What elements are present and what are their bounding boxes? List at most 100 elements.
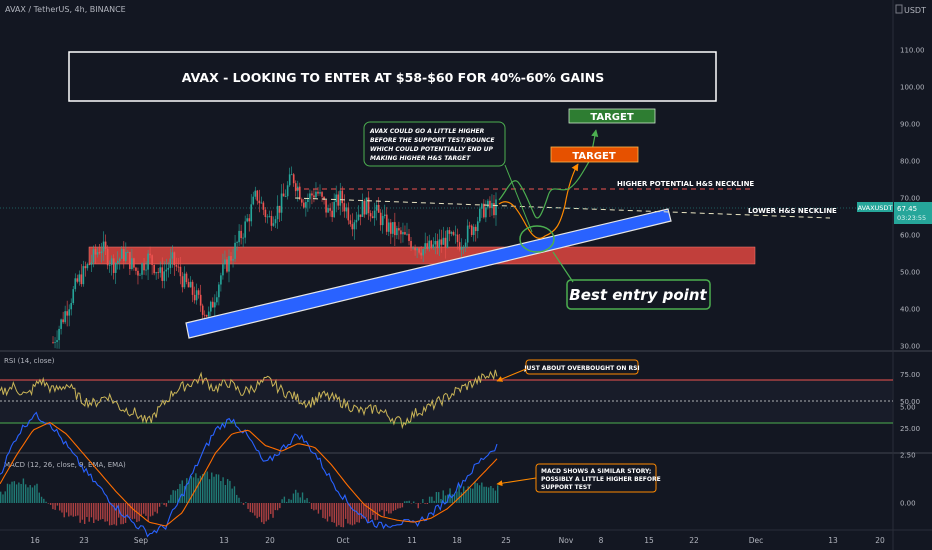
candle[interactable] bbox=[392, 222, 394, 234]
candle[interactable] bbox=[209, 301, 212, 312]
rsi-line[interactable] bbox=[0, 369, 498, 430]
candle[interactable] bbox=[254, 190, 257, 197]
candle[interactable] bbox=[472, 226, 475, 235]
candle[interactable] bbox=[307, 199, 309, 203]
candle[interactable] bbox=[246, 218, 249, 222]
candle[interactable] bbox=[161, 267, 164, 281]
candle[interactable] bbox=[250, 204, 253, 222]
rsi-note-box[interactable] bbox=[525, 359, 639, 375]
candle[interactable] bbox=[470, 225, 473, 235]
rsi-axis[interactable]: 75.00 50.00 25.00 bbox=[900, 371, 920, 433]
candle[interactable] bbox=[373, 210, 376, 219]
price-axis[interactable]: 110.00 100.00 90.00 80.00 70.00 60.00 50.00 40.… bbox=[900, 47, 925, 351]
candle[interactable] bbox=[481, 203, 483, 209]
candle[interactable] bbox=[108, 264, 111, 266]
candle[interactable] bbox=[466, 225, 469, 243]
candle[interactable] bbox=[347, 207, 350, 221]
candle[interactable] bbox=[240, 230, 242, 239]
candle[interactable] bbox=[260, 202, 263, 204]
candle[interactable] bbox=[424, 243, 427, 250]
candle[interactable] bbox=[446, 230, 449, 248]
candle[interactable] bbox=[256, 190, 259, 201]
candle[interactable] bbox=[398, 228, 400, 231]
candlestick-series[interactable] bbox=[52, 166, 497, 349]
candle[interactable] bbox=[335, 194, 338, 202]
rsi-title[interactable]: RSI (14, close) bbox=[4, 357, 55, 365]
candle[interactable] bbox=[436, 241, 439, 249]
candle[interactable] bbox=[216, 297, 218, 303]
candle[interactable] bbox=[159, 267, 162, 273]
candle[interactable] bbox=[90, 262, 93, 265]
candle[interactable] bbox=[234, 242, 236, 259]
candle[interactable] bbox=[236, 242, 238, 244]
candle[interactable] bbox=[197, 290, 200, 295]
candle[interactable] bbox=[359, 214, 362, 217]
candle[interactable] bbox=[102, 241, 105, 252]
candle[interactable] bbox=[428, 240, 431, 249]
target-green-label[interactable] bbox=[568, 108, 656, 124]
candle[interactable] bbox=[309, 193, 311, 200]
candle[interactable] bbox=[181, 276, 184, 288]
candle[interactable] bbox=[52, 342, 54, 344]
candle[interactable] bbox=[341, 190, 344, 204]
candle[interactable] bbox=[284, 196, 287, 198]
candle[interactable] bbox=[406, 233, 408, 235]
candle[interactable] bbox=[149, 253, 151, 256]
lock-icon[interactable] bbox=[895, 4, 903, 14]
candle[interactable] bbox=[155, 272, 157, 274]
title-box[interactable] bbox=[68, 51, 717, 102]
candle[interactable] bbox=[396, 228, 398, 236]
candle[interactable] bbox=[389, 222, 392, 234]
candle[interactable] bbox=[64, 311, 66, 323]
candle[interactable] bbox=[323, 196, 325, 201]
candle[interactable] bbox=[280, 193, 283, 213]
candle[interactable] bbox=[357, 214, 360, 220]
candle[interactable] bbox=[422, 249, 424, 256]
candle[interactable] bbox=[420, 252, 422, 256]
candle[interactable] bbox=[214, 302, 216, 308]
candle[interactable] bbox=[218, 284, 220, 298]
candle[interactable] bbox=[185, 273, 188, 283]
candle[interactable] bbox=[474, 226, 477, 232]
candle[interactable] bbox=[266, 216, 269, 218]
candle[interactable] bbox=[66, 311, 68, 316]
candle[interactable] bbox=[248, 218, 251, 222]
candle[interactable] bbox=[485, 207, 487, 218]
candle[interactable] bbox=[86, 264, 89, 269]
candle[interactable] bbox=[282, 193, 285, 197]
candle[interactable] bbox=[191, 281, 194, 295]
candle[interactable] bbox=[402, 232, 404, 235]
candle[interactable] bbox=[410, 241, 412, 249]
candle[interactable] bbox=[327, 208, 329, 213]
candle[interactable] bbox=[426, 243, 429, 249]
candle[interactable] bbox=[262, 202, 265, 210]
candle[interactable] bbox=[394, 222, 396, 236]
candle[interactable] bbox=[274, 219, 277, 224]
candle[interactable] bbox=[444, 237, 447, 248]
candle[interactable] bbox=[58, 328, 60, 341]
candle[interactable] bbox=[122, 249, 125, 261]
candle[interactable] bbox=[434, 241, 437, 245]
candle[interactable] bbox=[313, 195, 315, 198]
candle[interactable] bbox=[232, 258, 234, 261]
candle[interactable] bbox=[288, 174, 291, 186]
candle[interactable] bbox=[222, 264, 224, 276]
macd-line[interactable] bbox=[0, 411, 498, 538]
candle[interactable] bbox=[321, 192, 323, 197]
candle[interactable] bbox=[438, 239, 441, 249]
candle[interactable] bbox=[153, 264, 155, 274]
candle[interactable] bbox=[165, 269, 168, 272]
candle[interactable] bbox=[270, 216, 273, 226]
candle[interactable] bbox=[278, 205, 281, 213]
symbol-title[interactable]: AVAX / TetherUS, 4h, BINANCE bbox=[5, 5, 126, 14]
candle[interactable] bbox=[381, 215, 384, 226]
candle[interactable] bbox=[82, 266, 85, 285]
candle[interactable] bbox=[315, 191, 317, 198]
candle[interactable] bbox=[189, 281, 192, 288]
candle[interactable] bbox=[143, 263, 145, 271]
candle[interactable] bbox=[448, 230, 451, 234]
candle[interactable] bbox=[224, 259, 226, 265]
candle[interactable] bbox=[139, 274, 141, 276]
candle[interactable] bbox=[343, 203, 346, 212]
candle[interactable] bbox=[460, 247, 463, 250]
